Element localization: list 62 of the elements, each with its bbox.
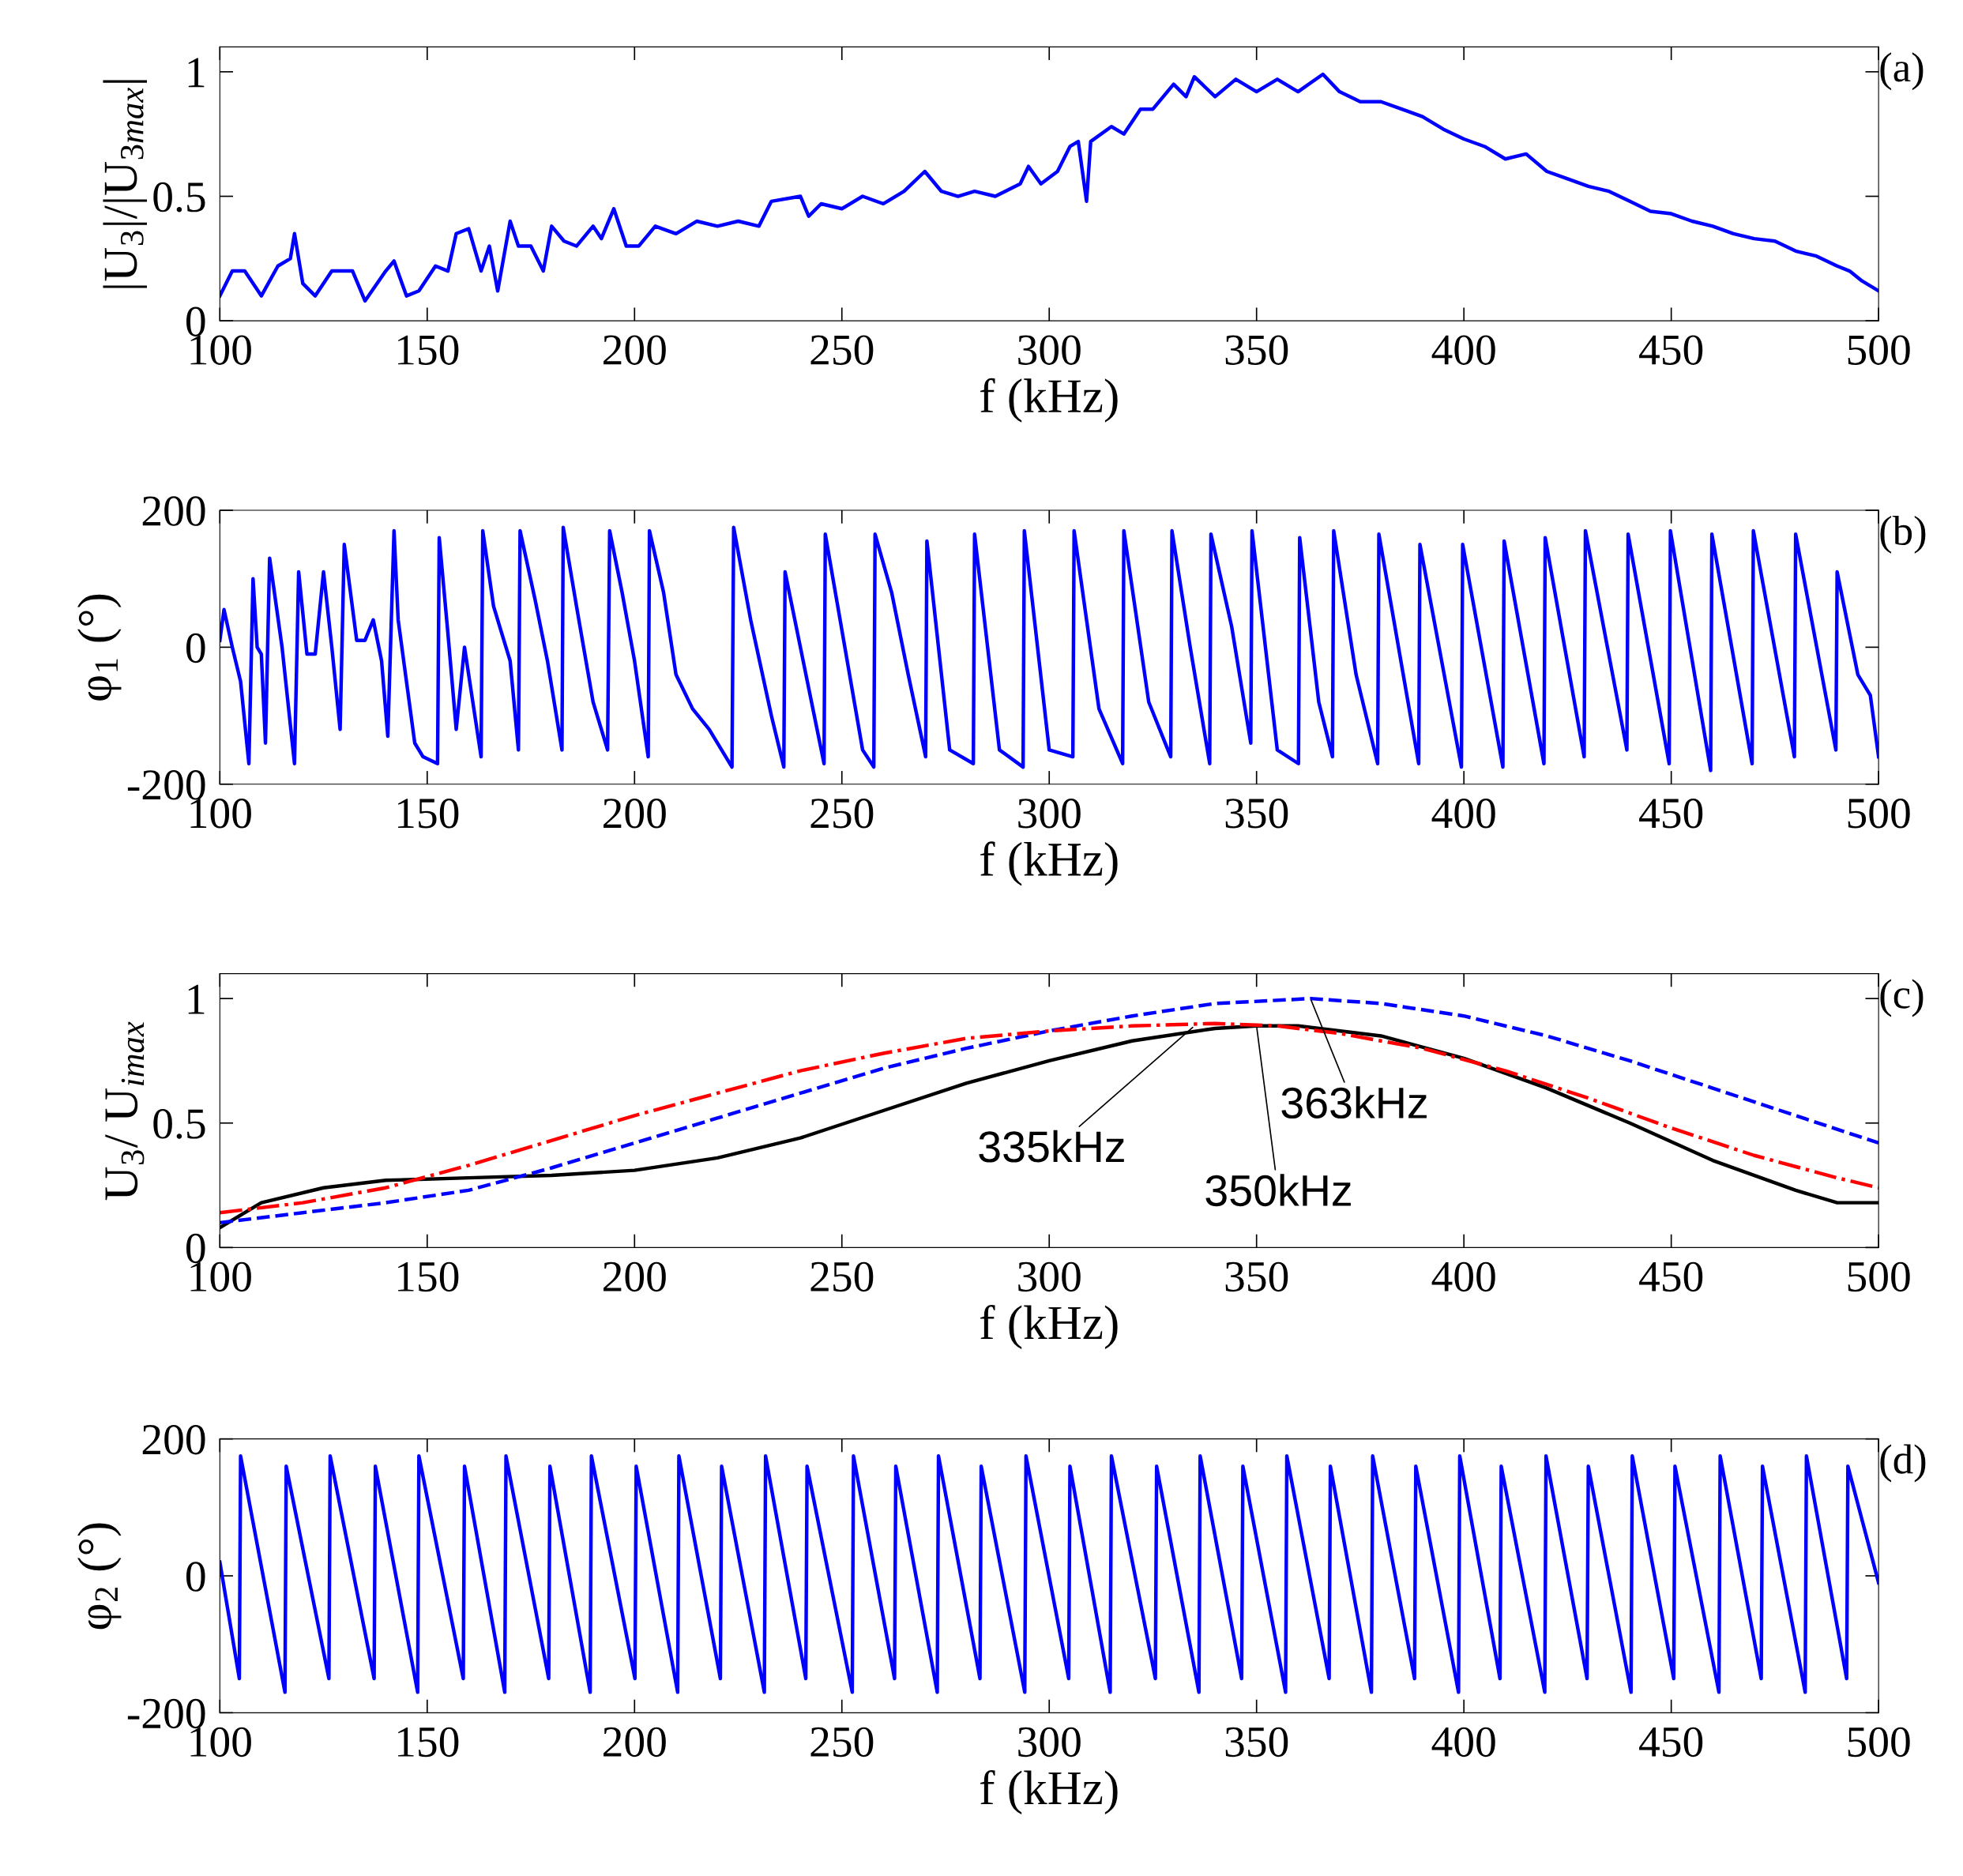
x-tick-label: 200 (604, 799, 666, 829)
x-tick-label: 250 (810, 335, 874, 365)
x-tick-label: 400 (1431, 1261, 1495, 1292)
x-tick-label: 350 (1225, 335, 1288, 365)
x-tick-label: 350 (1225, 1261, 1288, 1292)
x-tick-label: 150 (398, 799, 459, 829)
x-tick-label: 300 (1018, 1261, 1081, 1292)
text: (c) (1880, 979, 1924, 1017)
y-axis-title: U$_{3}$/ U$_{imax}$ (105, 1021, 145, 1201)
line-series (220, 525, 1879, 773)
y-axis-title: |U$_{3}$|/|U$_{3max}$| (103, 80, 148, 288)
x-tick-label: 250 (810, 1727, 874, 1758)
x-tick-label: 500 (1848, 799, 1910, 829)
x-tick-label: 100 (190, 335, 251, 365)
x-tick-label: 250 (810, 1261, 874, 1292)
y-tick-label: 200 (142, 1424, 205, 1455)
x-axis-title: f (kHz) (980, 1304, 1118, 1350)
x-tick-label: 150 (398, 1727, 459, 1758)
x-tick-label: 350 (1225, 799, 1288, 829)
x-tick-label: 400 (1431, 799, 1495, 829)
x-tick-label: 250 (810, 799, 874, 829)
x-tick-label: 450 (1639, 799, 1703, 829)
x-tick-label: 200 (604, 1727, 666, 1758)
line-series (220, 1454, 1879, 1694)
x-tick-label: 150 (398, 1261, 459, 1292)
x-axis-title: f (kHz) (980, 1769, 1118, 1815)
annotation: 350kHz (1205, 1174, 1351, 1207)
y-tick-label: -200 (127, 770, 205, 800)
x-tick-label: 350 (1225, 1727, 1288, 1758)
x-tick-label: 150 (398, 335, 459, 365)
x-tick-label: 300 (1018, 335, 1081, 365)
y-tick-label: 1 (188, 984, 205, 1014)
x-tick-label: 500 (1848, 1261, 1910, 1292)
y-tick-label: 0.5 (153, 182, 205, 212)
x-axis-title: f (kHz) (980, 378, 1118, 423)
text: (d) (1880, 1444, 1926, 1483)
y-axis-title: φ$_{2}$ (°) (77, 1523, 122, 1630)
x-tick-label: 300 (1018, 1727, 1081, 1758)
text: (b) (1880, 515, 1926, 554)
line-series (220, 72, 1879, 303)
x-tick-label: 450 (1639, 1261, 1703, 1292)
x-tick-label: 300 (1018, 799, 1081, 829)
x-tick-label: 500 (1848, 335, 1910, 365)
x-tick-label: 450 (1639, 1727, 1703, 1758)
annotation: 363kHz (1281, 1086, 1427, 1119)
y-tick-label: 0 (186, 1562, 205, 1592)
x-tick-label: 500 (1848, 1727, 1910, 1758)
x-tick-label: 400 (1431, 1727, 1495, 1758)
y-tick-label: 0 (186, 306, 205, 336)
x-axis-title: f (kHz) (980, 841, 1118, 886)
y-tick-label: 1 (188, 58, 205, 88)
y-tick-label: 0 (186, 633, 205, 664)
x-tick-label: 200 (604, 1261, 666, 1292)
x-tick-label: 450 (1639, 335, 1703, 365)
annotation: 335kHz (979, 1130, 1124, 1163)
x-tick-label: 200 (604, 335, 666, 365)
x-tick-label: 400 (1431, 335, 1495, 365)
text: (a) (1880, 52, 1924, 91)
y-tick-label: 200 (142, 496, 205, 526)
x-tick-label: 100 (190, 799, 251, 829)
y-axis-title: φ$_{1}$ (°) (77, 594, 122, 701)
y-tick-label: 0.5 (153, 1109, 205, 1139)
